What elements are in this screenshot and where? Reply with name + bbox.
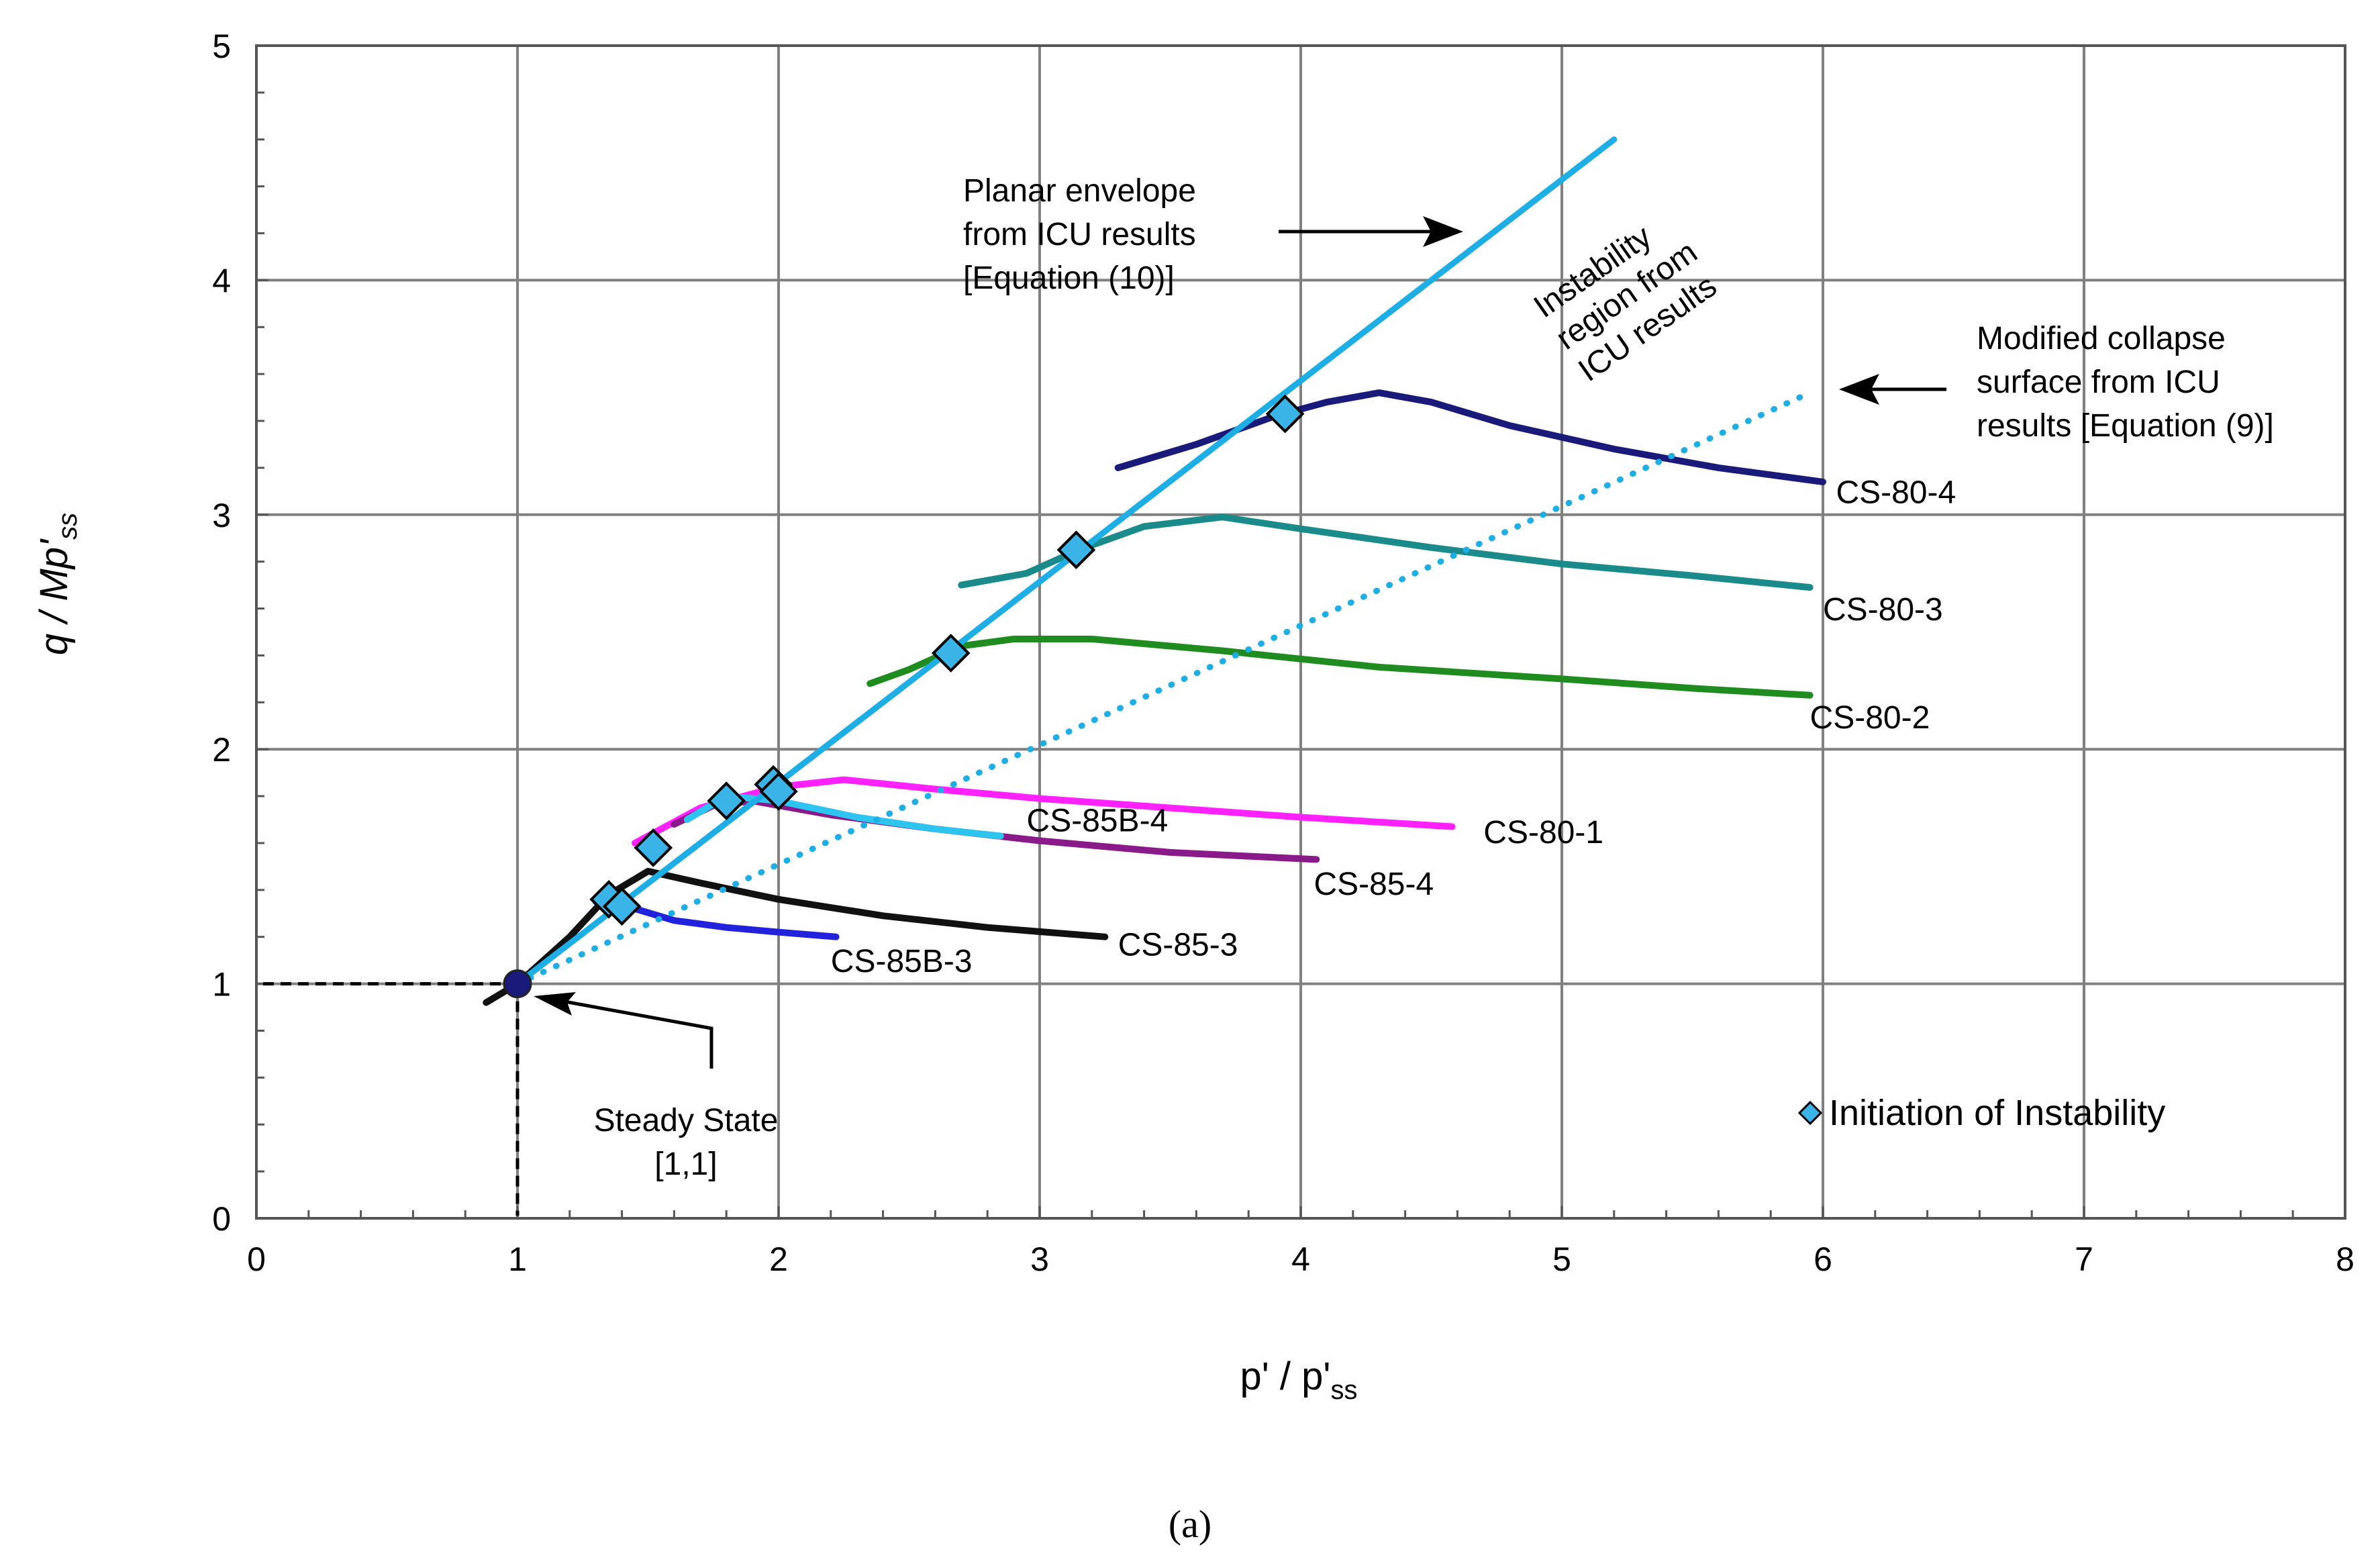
instability-diamond bbox=[1056, 530, 1096, 570]
legend: Initiation of Instability bbox=[1797, 1093, 2165, 1133]
x-tick-labels: 0 1 2 3 4 5 6 7 8 bbox=[247, 1240, 2354, 1278]
legend-diamond-marker bbox=[1797, 1100, 1823, 1126]
x-tick-label: 1 bbox=[508, 1240, 527, 1278]
figure-caption: (a) bbox=[1169, 1502, 1211, 1546]
series-label-CS-85B-4: CS-85B-4 bbox=[1027, 803, 1169, 838]
x-tick-label: 4 bbox=[1291, 1240, 1310, 1278]
y-tick-label: 5 bbox=[212, 28, 231, 65]
instability-diamond bbox=[759, 772, 798, 811]
series-label-CS-85-3: CS-85-3 bbox=[1118, 928, 1238, 963]
legend-label: Initiation of Instability bbox=[1829, 1093, 2165, 1133]
x-tick-label: 6 bbox=[1814, 1240, 1832, 1278]
collapse-label-2: surface from ICU bbox=[1977, 364, 2220, 400]
y-tick-label: 0 bbox=[212, 1200, 231, 1238]
series-label-CS-85-4: CS-85-4 bbox=[1313, 867, 1434, 902]
instability-region-annotation: Instability region from ICU results bbox=[1528, 219, 1723, 389]
series-labels: CS-80-4 CS-80-3 CS-80-2 CS-80-1 CS-85-4 CS-85… bbox=[831, 475, 1956, 979]
collapse-arrowhead bbox=[1839, 374, 1879, 405]
instability-diamond bbox=[634, 828, 673, 867]
collapse-label-1: Modified collapse bbox=[1977, 321, 2226, 356]
steady-state-label-1: Steady State bbox=[594, 1103, 779, 1138]
planar-envelope-label-1: Planar envelope bbox=[963, 173, 1196, 209]
series-label-CS-80-4: CS-80-4 bbox=[1836, 475, 1956, 510]
series-label-CS-80-1: CS-80-1 bbox=[1483, 815, 1603, 850]
grid bbox=[256, 46, 2345, 1218]
instability-points bbox=[589, 394, 1305, 926]
series-label-CS-80-3: CS-80-3 bbox=[1823, 592, 1943, 628]
x-tick-label: 0 bbox=[247, 1240, 266, 1278]
steady-state-arrow bbox=[556, 998, 713, 1069]
planar-envelope-label-3: [Equation (10)] bbox=[963, 260, 1175, 296]
instability-diamond bbox=[931, 634, 971, 673]
y-tick-label: 2 bbox=[212, 731, 231, 769]
planar-envelope-line bbox=[514, 136, 1618, 987]
collapse-label-3: results [Equation (9)] bbox=[1977, 408, 2274, 444]
steady-state-dashed-lines bbox=[263, 982, 519, 1216]
steady-state-arrowhead bbox=[534, 992, 576, 1016]
x-tick-label: 2 bbox=[769, 1240, 788, 1278]
series-line-CS-80-3 bbox=[958, 514, 1814, 591]
x-axis-title: p' / p'ss bbox=[1240, 1355, 1357, 1405]
y-tick-label: 1 bbox=[212, 966, 231, 1004]
planar-envelope-arrowhead bbox=[1423, 216, 1463, 247]
x-tick-label: 7 bbox=[2075, 1240, 2093, 1278]
instability-diamond bbox=[602, 887, 642, 926]
minor-ticks bbox=[255, 44, 2346, 1220]
steady-state-annotation: Steady State [1,1] bbox=[534, 992, 778, 1182]
y-axis-title: q / Mp'ss bbox=[32, 513, 83, 655]
series-layer bbox=[483, 389, 1826, 1006]
series-line-CS-80-2 bbox=[866, 636, 1814, 699]
x-tick-label: 5 bbox=[1552, 1240, 1571, 1278]
x-tick-label: 3 bbox=[1030, 1240, 1049, 1278]
series-label-CS-85B-3: CS-85B-3 bbox=[831, 944, 973, 979]
y-tick-labels: 0 1 2 3 4 5 bbox=[212, 28, 231, 1238]
steady-state-point bbox=[503, 969, 532, 999]
planar-envelope-label-2: from ICU results bbox=[963, 217, 1196, 252]
y-tick-label: 4 bbox=[212, 262, 231, 299]
series-label-CS-80-2: CS-80-2 bbox=[1810, 700, 1930, 736]
x-tick-label: 8 bbox=[2336, 1240, 2354, 1278]
y-tick-label: 3 bbox=[212, 497, 231, 534]
planar-envelope-annotation: Planar envelope from ICU results [Equati… bbox=[963, 173, 1463, 296]
instability-diamond bbox=[1265, 394, 1305, 434]
steady-state-label-2: [1,1] bbox=[654, 1146, 717, 1182]
instability-diamond bbox=[707, 781, 746, 820]
collapse-surface-line bbox=[514, 389, 1814, 987]
collapse-surface-annotation: Modified collapse surface from ICU resul… bbox=[1839, 321, 2274, 444]
